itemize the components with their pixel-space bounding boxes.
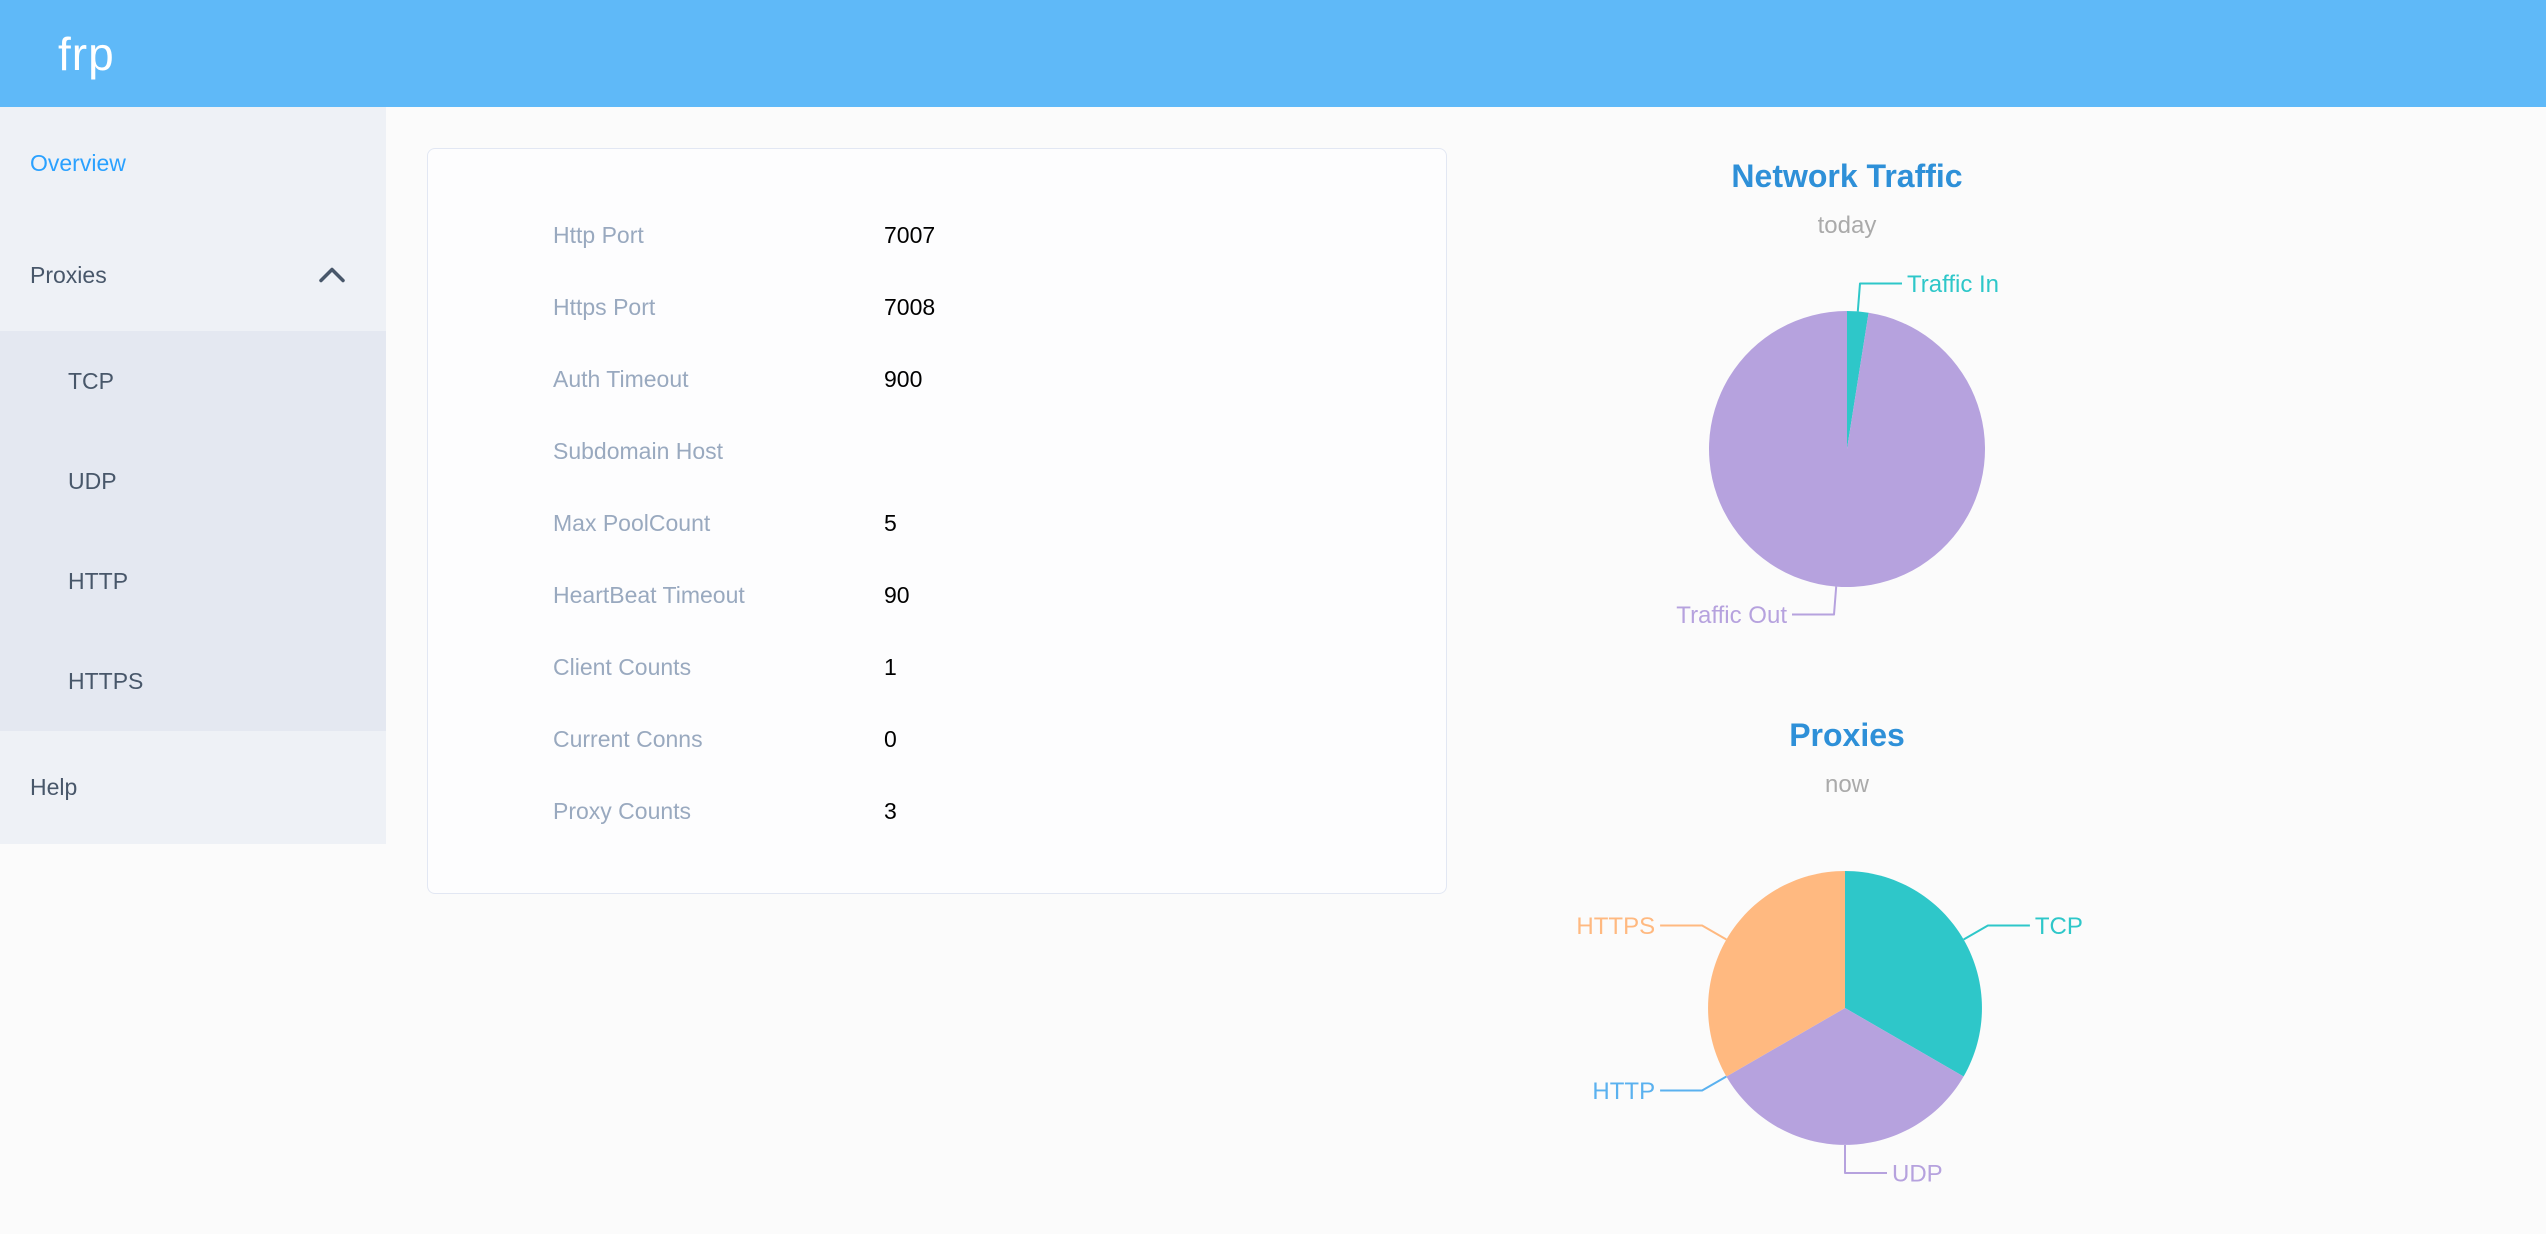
chart-title-proxies: Proxies [1789, 717, 1905, 753]
info-label: Subdomain Host [553, 437, 724, 464]
pie-label-udp: UDP [1892, 1161, 1943, 1188]
sidebar-item-udp[interactable]: UDP [68, 467, 117, 494]
pie-label-traffic-out: Traffic Out [1676, 602, 1787, 629]
info-value: 1 [884, 653, 897, 680]
info-row: Https Port 7008 [428, 271, 1446, 343]
info-row: Auth Timeout 900 [428, 343, 1446, 415]
info-label: Max PoolCount [553, 509, 711, 536]
proxies-pie-chart: TCP UDP HTTP HTTPS [1576, 871, 2083, 1188]
info-label: HeartBeat Timeout [553, 581, 745, 608]
chart-subtitle-proxies: now [1824, 771, 1870, 798]
info-label: Https Port [553, 293, 656, 320]
chart-title-network-traffic: Network Traffic [1731, 158, 1963, 194]
pie-slice-udp[interactable] [1726, 1008, 1964, 1145]
pie-slice-traffic-out[interactable] [1709, 311, 1986, 587]
chart-subtitle-network-traffic: today [1817, 212, 1877, 239]
pie-slice-traffic-in[interactable] [1847, 311, 1869, 449]
pie-slice-https[interactable] [1708, 871, 1845, 1077]
sidebar-item-proxies[interactable]: Proxies [0, 219, 386, 331]
info-label: Client Counts [553, 653, 692, 680]
info-value: 900 [884, 365, 923, 392]
info-row: Http Port 7007 [428, 199, 1446, 271]
pie-label-line-traffic-out [1792, 586, 1838, 616]
sidebar-item-https[interactable]: HTTPS [68, 667, 144, 694]
info-value: 90 [884, 581, 910, 608]
sidebar-item-overview[interactable]: Overview [30, 149, 126, 176]
info-value: 5 [884, 509, 897, 536]
info-row: HeartBeat Timeout 90 [428, 559, 1446, 631]
pie-label-line-traffic-in [1856, 282, 1902, 312]
pie-slice-tcp[interactable] [1845, 871, 1982, 1077]
info-value: 3 [884, 797, 897, 824]
sidebar-submenu-proxies: TCP UDP HTTP HTTPS [0, 331, 386, 731]
info-label: Http Port [553, 221, 644, 248]
server-info-card: Http Port 7007 Https Port 7008 Auth Time… [427, 148, 1447, 894]
info-row: Current Conns 0 [428, 703, 1446, 775]
network-traffic-pie-chart: Traffic In Traffic Out [1676, 271, 1999, 629]
pie-label-line-udp [1844, 1145, 1887, 1174]
sidebar-item-http[interactable]: HTTP [68, 567, 129, 594]
pie-label-line-http [1660, 1075, 1727, 1092]
charts-panel: Network Traffic today Traffic In Traffic … [1537, 107, 2157, 1234]
sidebar-item-proxies-label: Proxies [30, 261, 107, 288]
pie-label-traffic-in: Traffic In [1907, 271, 1999, 298]
info-label: Proxy Counts [553, 797, 692, 824]
pie-label-http: HTTP [1592, 1078, 1655, 1105]
info-row: Max PoolCount 5 [428, 487, 1446, 559]
pie-label-https: HTTPS [1576, 913, 1655, 940]
app-logo: frp [58, 27, 115, 80]
sidebar-item-tcp[interactable]: TCP [68, 367, 114, 394]
info-row: Subdomain Host [428, 415, 1446, 487]
info-value: 7007 [884, 221, 936, 248]
app-header: frp [0, 0, 2546, 107]
sidebar-item-help[interactable]: Help [30, 773, 78, 800]
pie-label-tcp: TCP [2035, 913, 2083, 940]
pie-label-line-tcp [1963, 924, 2030, 941]
info-label: Auth Timeout [553, 365, 689, 392]
info-value: 7008 [884, 293, 936, 320]
info-value: 0 [884, 725, 897, 752]
sidebar: Overview Proxies TCP UDP HTTP HTTPS Help [0, 107, 386, 844]
info-row: Client Counts 1 [428, 631, 1446, 703]
chevron-up-icon [319, 267, 345, 283]
info-row: Proxy Counts 3 [428, 775, 1446, 847]
info-label: Current Conns [553, 725, 703, 752]
pie-label-line-https [1660, 924, 1727, 941]
